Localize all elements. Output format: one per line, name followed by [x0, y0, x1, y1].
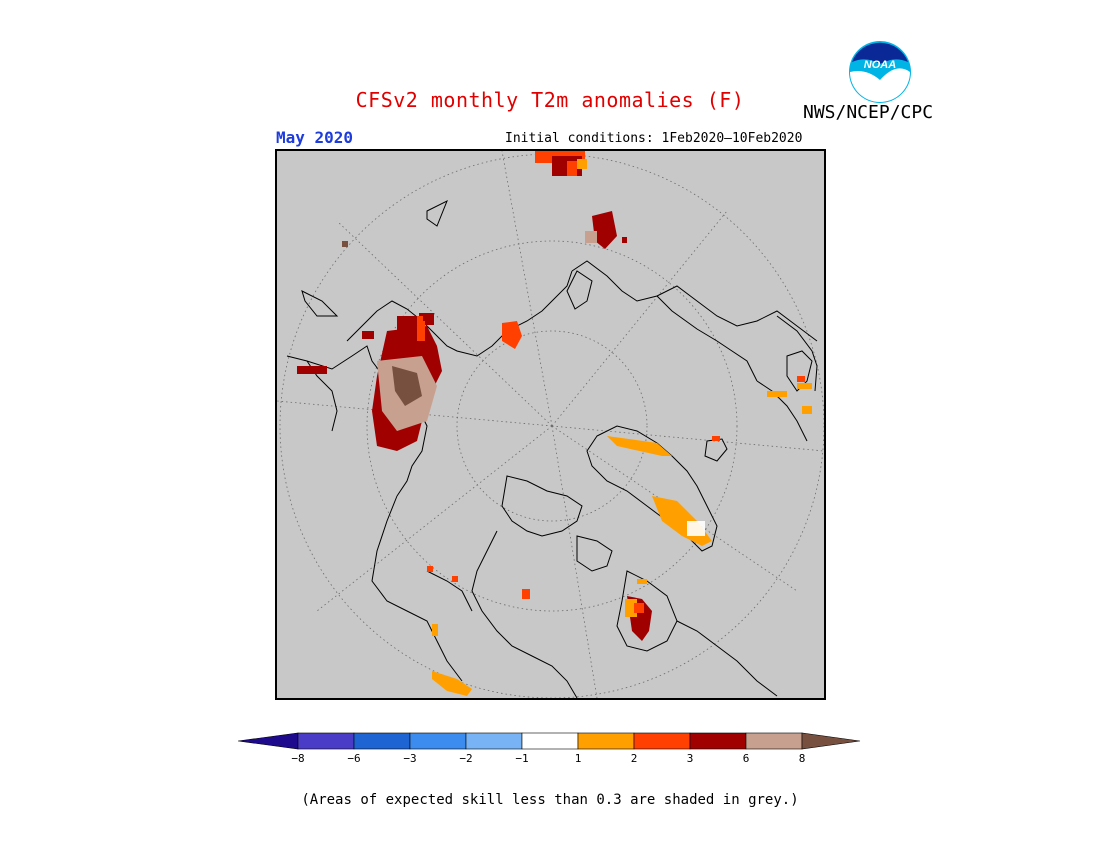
noaa-logo-icon: NOAA — [848, 40, 912, 104]
tick-label: −2 — [459, 752, 473, 765]
forecast-month: May 2020 — [276, 128, 354, 147]
tick-label: 8 — [798, 752, 806, 765]
tick-label: 1 — [574, 752, 582, 765]
colorbar-svg — [237, 732, 861, 750]
tick-label: −3 — [403, 752, 417, 765]
graticule — [277, 151, 824, 698]
tick-label: 6 — [742, 752, 750, 765]
map-title: CFSv2 monthly T2m anomalies (F) — [355, 88, 745, 112]
map-background — [277, 151, 824, 698]
tick-label: −6 — [347, 752, 361, 765]
tick-label: −8 — [291, 752, 305, 765]
anomaly-shading — [297, 151, 812, 696]
agency-label: NWS/NCEP/CPC — [803, 102, 934, 123]
colorbar — [237, 730, 862, 756]
polar-map — [275, 149, 826, 700]
tick-label: 2 — [630, 752, 638, 765]
tick-label: −1 — [515, 752, 529, 765]
footnote: (Areas of expected skill less than 0.3 a… — [301, 792, 799, 808]
tick-label: 3 — [686, 752, 694, 765]
noaa-logo-text: NOAA — [864, 59, 896, 71]
initial-conditions: Initial conditions: 1Feb2020–10Feb2020 — [505, 131, 803, 146]
